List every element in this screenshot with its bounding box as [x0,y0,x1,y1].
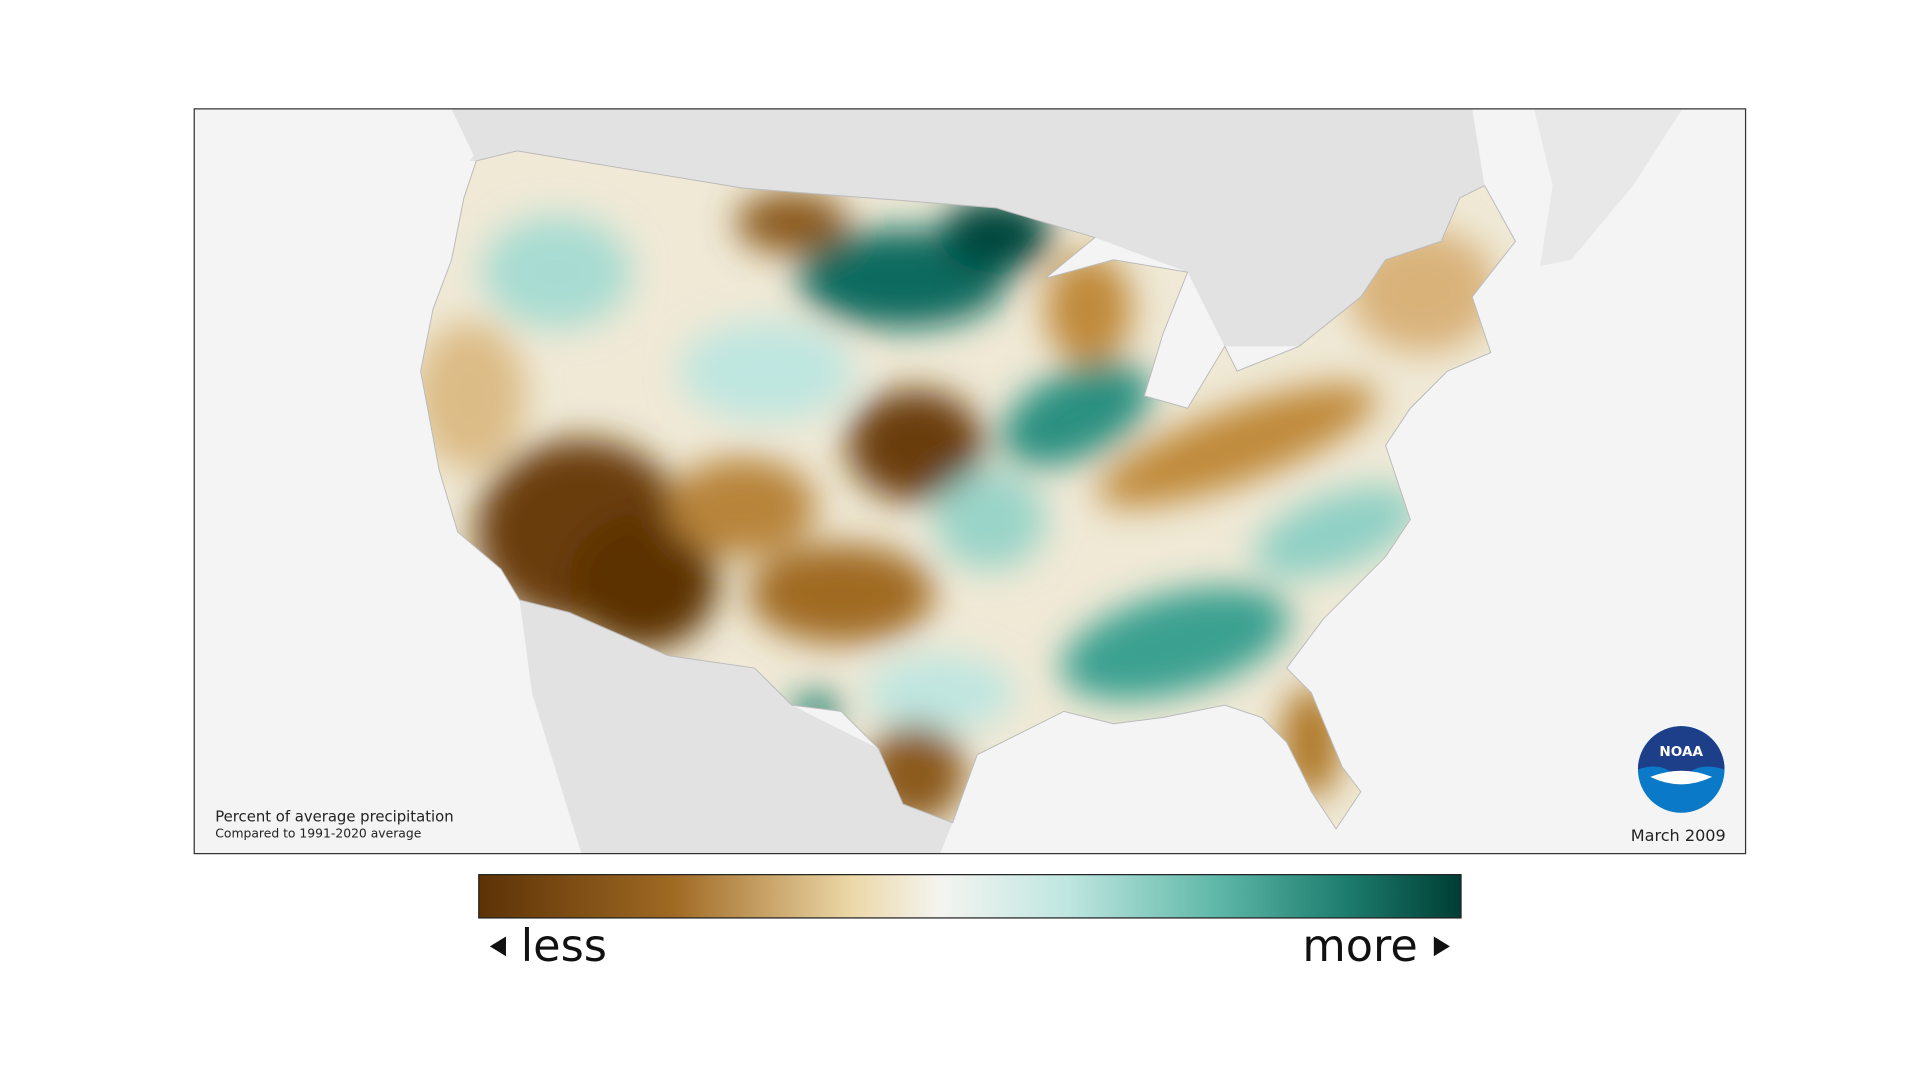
precipitation-field [420,191,1497,823]
maritimes [1534,108,1683,266]
legend-low: less [521,920,607,972]
logo-text: NOAA [1659,744,1703,760]
more-arrow [1433,936,1450,957]
map-subtitle: Compared to 1991-2020 average [215,827,421,841]
canada [451,108,1485,347]
legend-high: more [1302,920,1417,972]
us-outline [420,150,1517,830]
mexico [519,600,953,854]
noaa-logo: NOAA [1637,726,1725,813]
map-area [194,108,1746,854]
color-bar [478,874,1462,919]
less-arrow [489,936,506,957]
map-title: Percent of average precipitation [215,808,453,825]
map-frame [193,108,1747,855]
map-date: March 2009 [1631,826,1726,845]
